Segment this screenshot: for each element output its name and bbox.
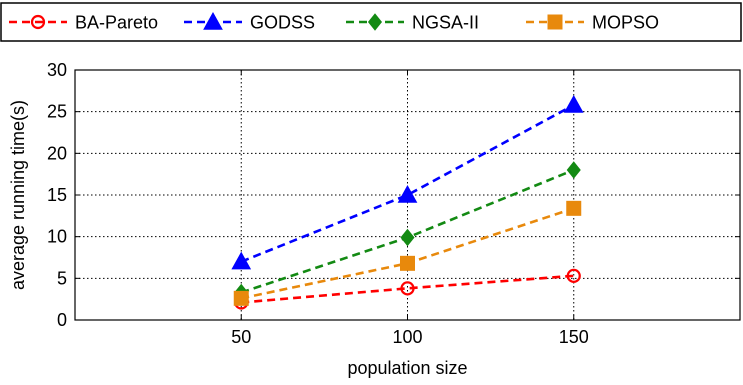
data-point <box>400 281 415 296</box>
data-point <box>563 94 584 113</box>
y-tick-label: 5 <box>57 268 67 288</box>
data-point <box>397 184 418 203</box>
legend-label: BA-Pareto <box>75 13 158 33</box>
x-axis-label: population size <box>347 358 467 378</box>
data-point <box>400 228 415 247</box>
x-tick-label: 50 <box>231 327 251 347</box>
legend-item: BA-Pareto <box>9 13 158 33</box>
legend-marker <box>367 13 383 31</box>
legend-marker <box>30 14 46 30</box>
series-mopso <box>233 200 582 306</box>
series-godss <box>231 94 584 270</box>
legend-item: NGSA-II <box>346 13 479 33</box>
series-ngsa-ii <box>234 161 581 302</box>
series-line <box>240 103 575 263</box>
data-point <box>400 255 415 271</box>
y-tick-label: 10 <box>47 227 67 247</box>
legend-item: MOPSO <box>526 13 659 33</box>
y-tick-label: 20 <box>47 143 67 163</box>
y-tick-label: 25 <box>47 102 67 122</box>
y-tick-label: 30 <box>47 60 67 80</box>
y-tick-label: 0 <box>57 310 67 330</box>
legend-label: NGSA-II <box>412 13 479 33</box>
axis-ticks: 50 100 150 0 5 10 15 20 25 30 <box>47 60 740 347</box>
data-point <box>233 290 249 306</box>
legend-label: GODSS <box>250 13 315 33</box>
legend-item: GODSS <box>184 11 315 33</box>
legend: BA-Pareto GODSS NGSA-II MOPSO <box>0 2 742 42</box>
x-tick-label: 150 <box>559 327 589 347</box>
y-axis-label: average running time(s) <box>8 100 28 290</box>
data-point <box>231 251 252 270</box>
data-point <box>566 161 581 179</box>
legend-marker <box>547 14 563 30</box>
x-tick-label: 100 <box>392 327 422 347</box>
legend-marker <box>203 11 223 30</box>
y-tick-label: 15 <box>47 185 67 205</box>
series-line <box>241 274 574 304</box>
data-series <box>231 94 584 310</box>
data-point <box>566 268 581 283</box>
data-point <box>566 200 582 216</box>
legend-label: MOPSO <box>592 13 659 33</box>
